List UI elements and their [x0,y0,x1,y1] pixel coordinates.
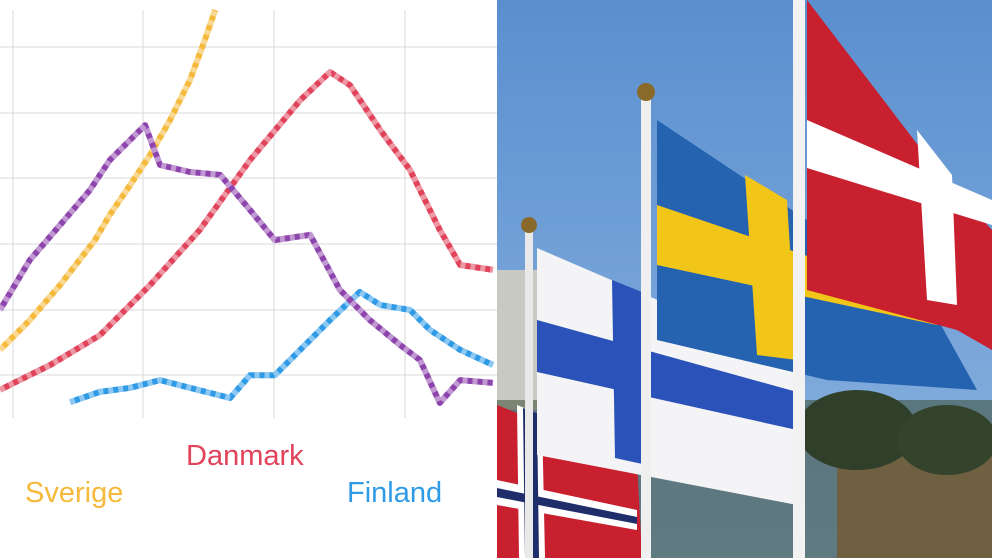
series-label: Danmark [186,440,304,472]
line-pattern [0,68,494,393]
series-label: Sverige [25,477,123,509]
series-label: Finland [347,477,442,509]
flags-photo [497,0,992,558]
line [0,122,494,406]
chart: Sverige Danmark Finland [0,9,497,509]
grid [0,10,497,418]
line-pattern [0,119,494,409]
line-pattern [0,9,219,353]
line [0,9,219,353]
line [69,288,495,405]
line [0,69,494,393]
